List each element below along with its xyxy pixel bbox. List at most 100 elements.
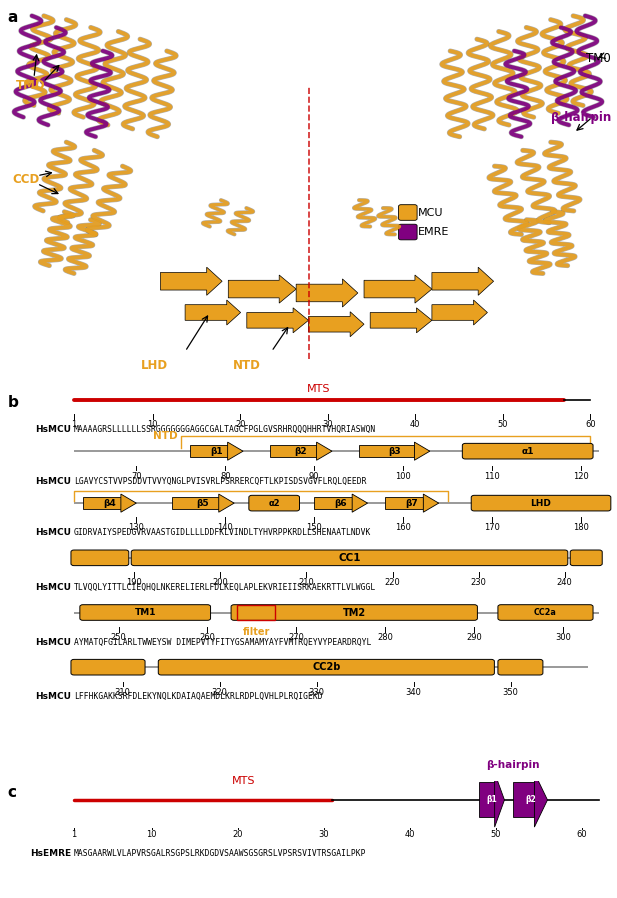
Polygon shape: [495, 773, 505, 827]
Text: α1: α1: [521, 446, 534, 455]
Text: 60: 60: [577, 830, 587, 839]
Text: 1: 1: [72, 420, 77, 429]
Text: b: b: [7, 394, 19, 409]
Text: 150: 150: [306, 524, 322, 533]
Text: 160: 160: [395, 524, 411, 533]
Text: 330: 330: [308, 688, 325, 697]
Text: 100: 100: [395, 471, 411, 481]
Text: TM1: TM1: [135, 608, 156, 617]
Text: 180: 180: [573, 524, 589, 533]
Text: c: c: [7, 785, 17, 800]
Polygon shape: [172, 497, 218, 509]
Text: 210: 210: [299, 578, 314, 587]
Text: NTD: NTD: [233, 358, 261, 372]
Text: 90: 90: [309, 471, 320, 481]
Text: MCU: MCU: [418, 207, 444, 217]
Text: 80: 80: [220, 471, 231, 481]
Polygon shape: [534, 773, 547, 827]
Text: LHD: LHD: [141, 358, 168, 372]
Text: CCD: CCD: [12, 173, 39, 186]
Text: 250: 250: [110, 633, 126, 642]
Text: 10: 10: [146, 830, 157, 839]
Text: 10: 10: [147, 420, 158, 429]
Polygon shape: [270, 445, 317, 457]
FancyBboxPatch shape: [231, 604, 478, 621]
FancyBboxPatch shape: [131, 550, 568, 566]
Text: MTS: MTS: [307, 384, 331, 394]
Text: β-hairpin: β-hairpin: [550, 110, 611, 124]
Text: β-hairpin: β-hairpin: [486, 760, 540, 770]
Text: 40: 40: [405, 830, 415, 839]
Text: β5: β5: [197, 498, 209, 507]
Polygon shape: [479, 782, 495, 817]
Text: α2: α2: [268, 498, 280, 507]
Text: 70: 70: [131, 471, 142, 481]
Text: 230: 230: [471, 578, 487, 587]
Text: 60: 60: [585, 420, 595, 429]
Text: filter: filter: [242, 627, 270, 637]
Text: β1: β1: [486, 796, 497, 805]
Text: 220: 220: [384, 578, 400, 587]
FancyBboxPatch shape: [71, 550, 129, 566]
Text: a: a: [7, 10, 18, 25]
FancyArrow shape: [364, 275, 432, 304]
Polygon shape: [83, 497, 121, 509]
Text: 120: 120: [573, 471, 589, 481]
Text: β4: β4: [103, 498, 116, 507]
FancyArrow shape: [370, 308, 432, 333]
FancyArrow shape: [228, 275, 296, 304]
Text: TMD: TMD: [15, 79, 45, 92]
FancyBboxPatch shape: [498, 659, 543, 675]
Text: HsMCU: HsMCU: [35, 528, 71, 537]
Text: LFFHKGAKKSRFDLEKYNQLKDAIAQAEMDLKRLRDPLQVHLPLRQIGEKD: LFFHKGAKKSRFDLEKYNQLKDAIAQAEMDLKRLRDPLQV…: [74, 692, 323, 701]
Text: 40: 40: [410, 420, 421, 429]
Polygon shape: [121, 494, 136, 512]
FancyBboxPatch shape: [80, 604, 210, 621]
Text: 290: 290: [466, 633, 482, 642]
Text: MAAAAGRSLLLLLLSSRGGGGGGGAGGCGALTAGCFPGLGVSRHRQQQHHRTVHQRIASWQN: MAAAAGRSLLLLLLSSRGGGGGGGAGGCGALTAGCFPGLG…: [74, 425, 376, 435]
Text: NTD: NTD: [153, 431, 178, 441]
Text: 200: 200: [212, 578, 228, 587]
Text: 280: 280: [378, 633, 393, 642]
FancyArrow shape: [247, 308, 308, 333]
FancyBboxPatch shape: [399, 224, 417, 240]
Text: 320: 320: [212, 688, 228, 697]
Text: TM2: TM2: [342, 608, 366, 618]
Text: 300: 300: [555, 633, 571, 642]
Text: 20: 20: [235, 420, 246, 429]
Text: HsMCU: HsMCU: [35, 638, 71, 647]
Text: HsMCU: HsMCU: [35, 477, 71, 486]
Text: CC2b: CC2b: [312, 662, 341, 673]
Text: GIDRVAIYSPEDGVRVAASTGIDLLLLDDFKLVINDLTYHVRPPKRDLLSHENAATLNDVK: GIDRVAIYSPEDGVRVAASTGIDLLLLDDFKLVINDLTYH…: [74, 528, 371, 537]
Text: 110: 110: [484, 471, 500, 481]
FancyBboxPatch shape: [249, 496, 299, 511]
FancyBboxPatch shape: [71, 659, 145, 675]
Polygon shape: [423, 494, 439, 512]
FancyArrow shape: [296, 279, 358, 307]
Text: 170: 170: [484, 524, 500, 533]
FancyArrow shape: [308, 312, 364, 337]
Text: CC1: CC1: [338, 553, 361, 563]
FancyArrow shape: [432, 300, 487, 325]
Polygon shape: [189, 445, 228, 457]
FancyBboxPatch shape: [399, 205, 417, 220]
Polygon shape: [415, 442, 430, 461]
Polygon shape: [358, 445, 415, 457]
Text: β2: β2: [294, 446, 307, 455]
Polygon shape: [317, 442, 332, 461]
Polygon shape: [314, 497, 352, 509]
Text: LHD: LHD: [531, 498, 552, 507]
Text: 340: 340: [406, 688, 421, 697]
Text: 310: 310: [115, 688, 131, 697]
FancyBboxPatch shape: [462, 444, 593, 459]
Text: β7: β7: [406, 498, 418, 507]
Text: β3: β3: [388, 446, 400, 455]
FancyBboxPatch shape: [570, 550, 602, 566]
Text: 260: 260: [199, 633, 215, 642]
Text: 50: 50: [497, 420, 508, 429]
Polygon shape: [386, 497, 423, 509]
Text: EMRE: EMRE: [418, 227, 450, 237]
FancyArrow shape: [432, 268, 494, 295]
FancyBboxPatch shape: [471, 496, 611, 511]
Text: CC2a: CC2a: [534, 608, 557, 617]
